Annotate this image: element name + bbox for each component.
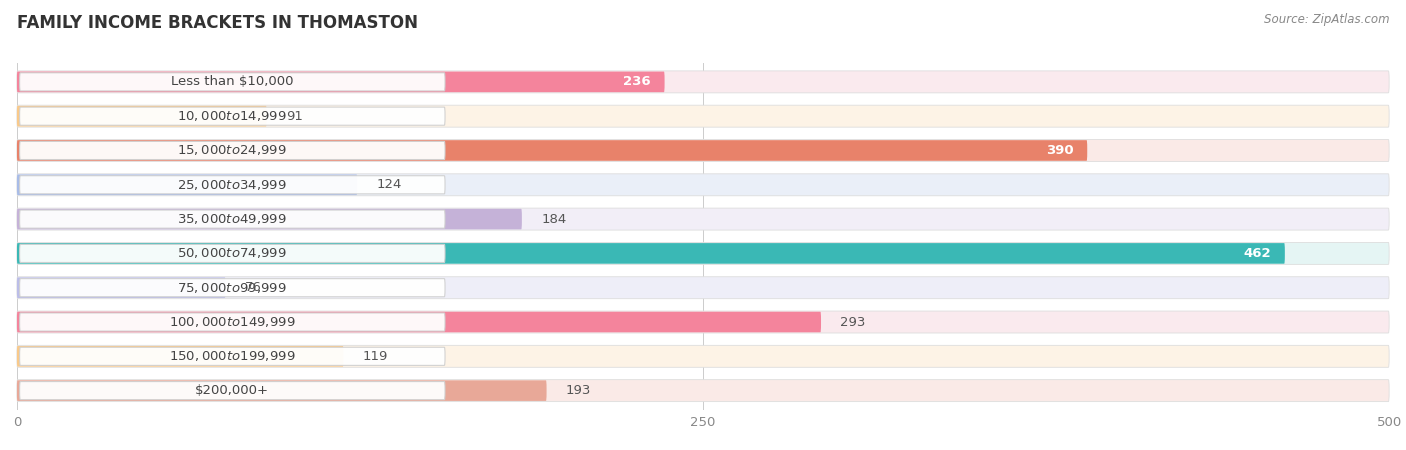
FancyBboxPatch shape xyxy=(20,141,446,160)
Text: 119: 119 xyxy=(363,350,388,363)
FancyBboxPatch shape xyxy=(17,106,267,126)
Text: 462: 462 xyxy=(1243,247,1271,260)
FancyBboxPatch shape xyxy=(17,209,522,230)
Text: FAMILY INCOME BRACKETS IN THOMASTON: FAMILY INCOME BRACKETS IN THOMASTON xyxy=(17,14,418,32)
FancyBboxPatch shape xyxy=(17,346,343,367)
Text: Less than $10,000: Less than $10,000 xyxy=(172,75,294,88)
FancyBboxPatch shape xyxy=(20,313,446,331)
Text: $100,000 to $149,999: $100,000 to $149,999 xyxy=(169,315,295,329)
FancyBboxPatch shape xyxy=(17,345,1389,367)
Text: $75,000 to $99,999: $75,000 to $99,999 xyxy=(177,281,287,295)
FancyBboxPatch shape xyxy=(20,176,446,194)
Text: $150,000 to $199,999: $150,000 to $199,999 xyxy=(169,349,295,363)
Text: 91: 91 xyxy=(285,110,302,123)
FancyBboxPatch shape xyxy=(20,73,446,91)
FancyBboxPatch shape xyxy=(17,311,1389,333)
FancyBboxPatch shape xyxy=(17,140,1087,161)
FancyBboxPatch shape xyxy=(17,277,1389,299)
Text: $15,000 to $24,999: $15,000 to $24,999 xyxy=(177,144,287,158)
FancyBboxPatch shape xyxy=(17,208,1389,230)
Text: 293: 293 xyxy=(841,315,866,328)
FancyBboxPatch shape xyxy=(17,380,547,401)
Text: 76: 76 xyxy=(245,281,262,294)
Text: $50,000 to $74,999: $50,000 to $74,999 xyxy=(177,247,287,261)
FancyBboxPatch shape xyxy=(17,243,1389,265)
Text: $10,000 to $14,999: $10,000 to $14,999 xyxy=(177,109,287,123)
Text: 236: 236 xyxy=(623,75,651,88)
FancyBboxPatch shape xyxy=(17,243,1285,264)
Text: 124: 124 xyxy=(377,178,402,191)
FancyBboxPatch shape xyxy=(17,380,1389,401)
FancyBboxPatch shape xyxy=(17,277,225,298)
FancyBboxPatch shape xyxy=(17,72,665,92)
FancyBboxPatch shape xyxy=(20,210,446,228)
FancyBboxPatch shape xyxy=(17,312,821,332)
FancyBboxPatch shape xyxy=(17,175,357,195)
FancyBboxPatch shape xyxy=(20,382,446,400)
Text: 390: 390 xyxy=(1046,144,1074,157)
Text: $25,000 to $34,999: $25,000 to $34,999 xyxy=(177,178,287,192)
FancyBboxPatch shape xyxy=(17,105,1389,127)
FancyBboxPatch shape xyxy=(17,174,1389,196)
Text: 184: 184 xyxy=(541,212,567,225)
FancyBboxPatch shape xyxy=(20,347,446,365)
Text: 193: 193 xyxy=(565,384,591,397)
FancyBboxPatch shape xyxy=(17,140,1389,162)
Text: Source: ZipAtlas.com: Source: ZipAtlas.com xyxy=(1264,14,1389,27)
Text: $200,000+: $200,000+ xyxy=(195,384,270,397)
FancyBboxPatch shape xyxy=(20,107,446,125)
Text: $35,000 to $49,999: $35,000 to $49,999 xyxy=(177,212,287,226)
FancyBboxPatch shape xyxy=(17,71,1389,93)
FancyBboxPatch shape xyxy=(20,279,446,297)
FancyBboxPatch shape xyxy=(20,244,446,262)
